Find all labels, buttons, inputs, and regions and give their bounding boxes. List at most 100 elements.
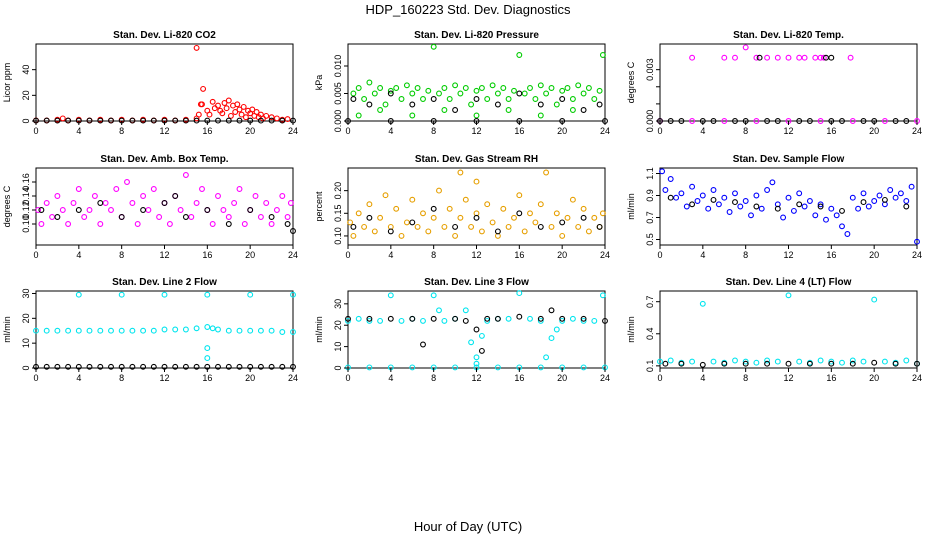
data-point: [537, 364, 544, 371]
y-tick-label: 0.005: [333, 82, 343, 105]
data-point: [284, 221, 291, 227]
data-point: [86, 363, 93, 370]
data-point: [118, 327, 125, 334]
data-point: [366, 214, 373, 221]
data-point: [225, 363, 232, 370]
data-point: [409, 315, 416, 322]
data-point: [425, 228, 432, 235]
data-point: [881, 118, 888, 124]
x-tick-label: 16: [826, 126, 836, 136]
data-point: [247, 327, 254, 334]
data-point: [710, 187, 717, 193]
data-point: [113, 186, 120, 192]
data-point: [914, 238, 920, 245]
data-point: [516, 313, 523, 320]
data-point: [382, 101, 389, 108]
data-point: [473, 178, 480, 185]
data-point: [441, 107, 448, 113]
data-point: [65, 117, 72, 124]
data-point: [737, 203, 744, 210]
data-point: [871, 359, 878, 366]
data-point: [591, 317, 598, 324]
chart-panel: Stan. Dev. Line 4 (LT) Flow 0 4 8 12 16 20 24 0.…: [626, 277, 922, 383]
data-point: [350, 223, 357, 230]
data-point: [403, 219, 410, 226]
data-point: [43, 363, 50, 370]
data-point: [452, 364, 459, 371]
data-point: [599, 52, 606, 58]
x-tick-label: 0: [345, 126, 350, 136]
data-point: [231, 200, 238, 206]
data-point: [441, 317, 448, 324]
data-point: [172, 363, 179, 370]
data-point: [806, 198, 813, 204]
data-point: [580, 317, 587, 324]
x-tick-label: 16: [202, 126, 212, 136]
data-point: [511, 87, 517, 94]
data-point: [537, 112, 544, 119]
data-point: [559, 219, 566, 226]
data-point: [200, 85, 207, 92]
data-point: [839, 359, 845, 366]
data-point: [462, 85, 469, 91]
data-point: [710, 358, 717, 365]
data-point: [430, 292, 437, 299]
data-point: [657, 358, 663, 365]
data-point: [689, 183, 696, 190]
data-point: [817, 54, 824, 61]
data-point: [489, 82, 496, 89]
data-point: [59, 115, 66, 122]
data-point: [796, 54, 803, 61]
y-tick-label: 0.5: [645, 233, 655, 246]
x-tick-label: 20: [557, 126, 567, 136]
data-point: [817, 203, 824, 210]
data-point: [828, 205, 835, 212]
data-point: [543, 354, 550, 361]
x-tick-label: 12: [159, 373, 169, 383]
x-tick-label: 8: [119, 373, 124, 383]
data-point: [436, 307, 442, 314]
data-points: [33, 291, 296, 370]
y-axis-label: ml/min: [626, 316, 636, 343]
data-point: [409, 101, 416, 108]
y-tick-label: 20: [333, 320, 343, 330]
data-point: [591, 214, 598, 221]
x-tick-label: 4: [388, 373, 393, 383]
y-tick-label: 0.10: [333, 227, 343, 245]
data-point: [234, 101, 241, 108]
data-point: [580, 364, 587, 371]
data-point: [387, 228, 394, 235]
data-point: [54, 363, 61, 370]
data-point: [436, 187, 442, 194]
data-point: [279, 363, 286, 370]
data-point: [124, 179, 130, 185]
data-point: [785, 54, 792, 61]
data-point: [241, 221, 248, 227]
x-tick-label: 12: [783, 126, 793, 136]
data-point: [430, 96, 437, 102]
data-point: [193, 200, 200, 206]
data-point: [182, 363, 189, 370]
data-point: [366, 101, 373, 108]
data-point: [780, 214, 787, 221]
data-point: [75, 327, 82, 334]
x-tick-label: 8: [119, 126, 124, 136]
x-tick-label: 16: [514, 373, 524, 383]
data-points: [347, 169, 606, 239]
data-point: [97, 117, 104, 124]
data-point: [290, 228, 296, 234]
x-tick-label: 4: [388, 250, 393, 260]
y-tick-label: 0: [333, 365, 343, 370]
data-point: [430, 315, 437, 322]
data-point: [887, 187, 894, 193]
y-tick-label: 0.010: [333, 55, 343, 78]
data-point: [409, 90, 416, 97]
x-tick-label: 20: [869, 250, 879, 260]
data-point: [219, 110, 226, 117]
x-tick-label: 12: [783, 250, 793, 260]
data-point: [774, 118, 781, 124]
data-point: [263, 200, 270, 206]
data-point: [596, 223, 603, 230]
data-point: [150, 363, 157, 370]
y-tick-label: 20: [21, 313, 31, 323]
